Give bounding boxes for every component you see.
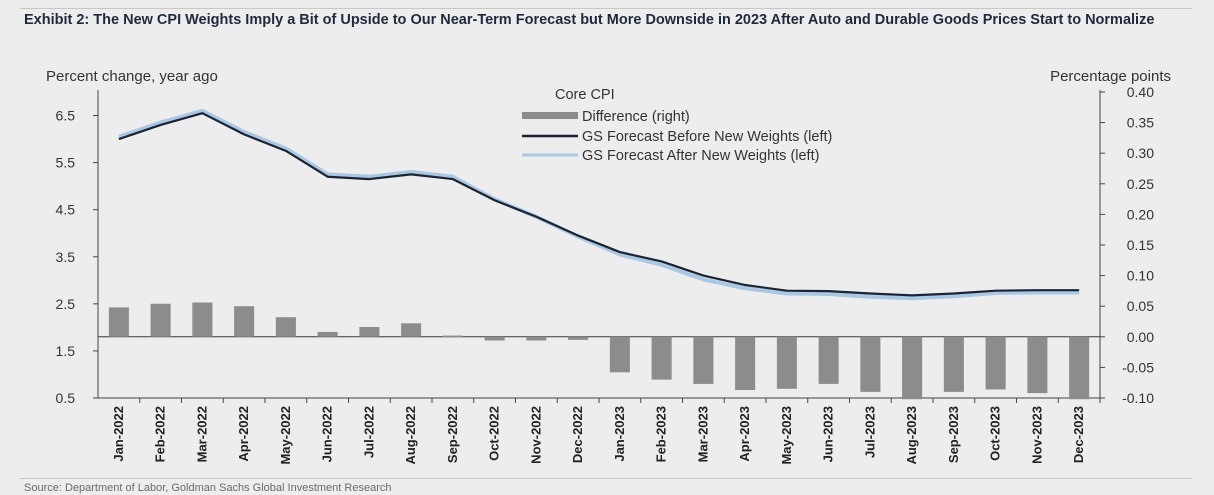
difference-bar — [985, 336, 1006, 390]
left-tick-label: 0.5 — [56, 390, 76, 406]
x-tick-label: May-2023 — [779, 406, 794, 465]
x-tick-label: Jan-2022 — [111, 406, 126, 462]
x-tick-label: Feb-2022 — [153, 406, 168, 462]
x-tick-label: Jun-2023 — [821, 406, 836, 462]
difference-bar — [568, 336, 589, 340]
right-tick-label: 0.35 — [1127, 115, 1154, 131]
difference-bar — [484, 336, 505, 341]
x-tick-label: Dec-2022 — [570, 406, 585, 463]
core-cpi-chart: Percent change, year ago Percentage point… — [46, 68, 1171, 465]
x-tick-label: Nov-2023 — [1029, 406, 1044, 464]
x-tick-label: Jul-2022 — [361, 406, 376, 458]
difference-bar — [1069, 336, 1090, 400]
legend-title: Core CPI — [555, 87, 615, 103]
difference-bar — [776, 336, 797, 389]
left-tick-label: 1.5 — [56, 343, 76, 359]
legend-swatch-difference — [522, 112, 578, 119]
bottom-rule — [20, 478, 1192, 479]
difference-bar — [192, 302, 213, 337]
x-tick-label: Feb-2023 — [654, 406, 669, 462]
difference-bar — [902, 336, 923, 400]
difference-bar — [818, 336, 839, 384]
gs-forecast-before-line — [118, 112, 1080, 297]
right-tick-label: 0.30 — [1127, 145, 1154, 161]
right-tick-label: 0.05 — [1127, 298, 1154, 314]
difference-bar — [442, 335, 463, 338]
top-rule — [20, 8, 1192, 9]
source-note: Source: Department of Labor, Goldman Sac… — [24, 482, 392, 494]
left-axis-label: Percent change, year ago — [46, 68, 218, 85]
right-axis-label: Percentage points — [1050, 68, 1171, 85]
right-tick-label: -0.05 — [1122, 359, 1154, 375]
exhibit-title: Exhibit 2: The New CPI Weights Imply a B… — [24, 12, 1155, 28]
x-tick-label: Apr-2022 — [236, 406, 251, 462]
difference-bar — [693, 336, 714, 384]
x-tick-label: Sep-2023 — [946, 406, 961, 463]
x-tick-label: Jan-2023 — [612, 406, 627, 462]
x-tick-label: Mar-2022 — [194, 406, 209, 462]
x-tick-label: Aug-2023 — [904, 406, 919, 465]
right-tick-label: -0.10 — [1122, 390, 1154, 406]
x-tick-label: Nov-2022 — [528, 406, 543, 464]
right-tick-label: 0.10 — [1127, 268, 1154, 284]
x-tick-label: Aug-2022 — [403, 406, 418, 465]
x-tick-label: Jul-2023 — [862, 406, 877, 458]
difference-bar — [651, 336, 672, 380]
x-tick-label: Apr-2023 — [737, 406, 752, 462]
x-tick-label: Sep-2022 — [445, 406, 460, 463]
difference-bar — [526, 336, 547, 341]
difference-bar — [735, 336, 756, 391]
legend-label-difference: Difference (right) — [582, 109, 690, 125]
x-tick-label: May-2022 — [278, 406, 293, 465]
x-tick-label: Oct-2023 — [988, 406, 1003, 461]
left-tick-label: 2.5 — [56, 296, 76, 312]
difference-bar — [860, 336, 881, 392]
difference-bar — [150, 303, 171, 337]
difference-bar — [1027, 336, 1048, 394]
x-tick-label: Dec-2023 — [1071, 406, 1086, 463]
difference-bar — [108, 307, 129, 337]
difference-bar — [317, 331, 338, 337]
legend-label-after: GS Forecast After New Weights (left) — [582, 148, 819, 164]
legend-label-before: GS Forecast Before New Weights (left) — [582, 129, 832, 145]
difference-bar — [275, 317, 296, 337]
difference-bar — [234, 306, 255, 337]
left-tick-label: 4.5 — [56, 202, 76, 218]
x-tick-label: Jun-2022 — [320, 406, 335, 462]
left-tick-label: 6.5 — [56, 108, 76, 124]
left-tick-label: 3.5 — [56, 249, 76, 265]
right-tick-label: 0.20 — [1127, 206, 1154, 222]
difference-bar — [609, 336, 630, 373]
difference-bar — [943, 336, 964, 392]
gs-forecast-after-line — [118, 108, 1080, 301]
right-tick-label: 0.15 — [1127, 237, 1154, 253]
right-tick-label: 0.00 — [1127, 329, 1154, 345]
x-tick-label: Mar-2023 — [695, 406, 710, 462]
difference-bar — [401, 323, 422, 337]
right-tick-label: 0.40 — [1127, 84, 1154, 100]
left-tick-label: 5.5 — [56, 155, 76, 171]
right-tick-label: 0.25 — [1127, 176, 1154, 192]
x-tick-label: Oct-2022 — [487, 406, 502, 461]
difference-bar — [359, 327, 380, 337]
